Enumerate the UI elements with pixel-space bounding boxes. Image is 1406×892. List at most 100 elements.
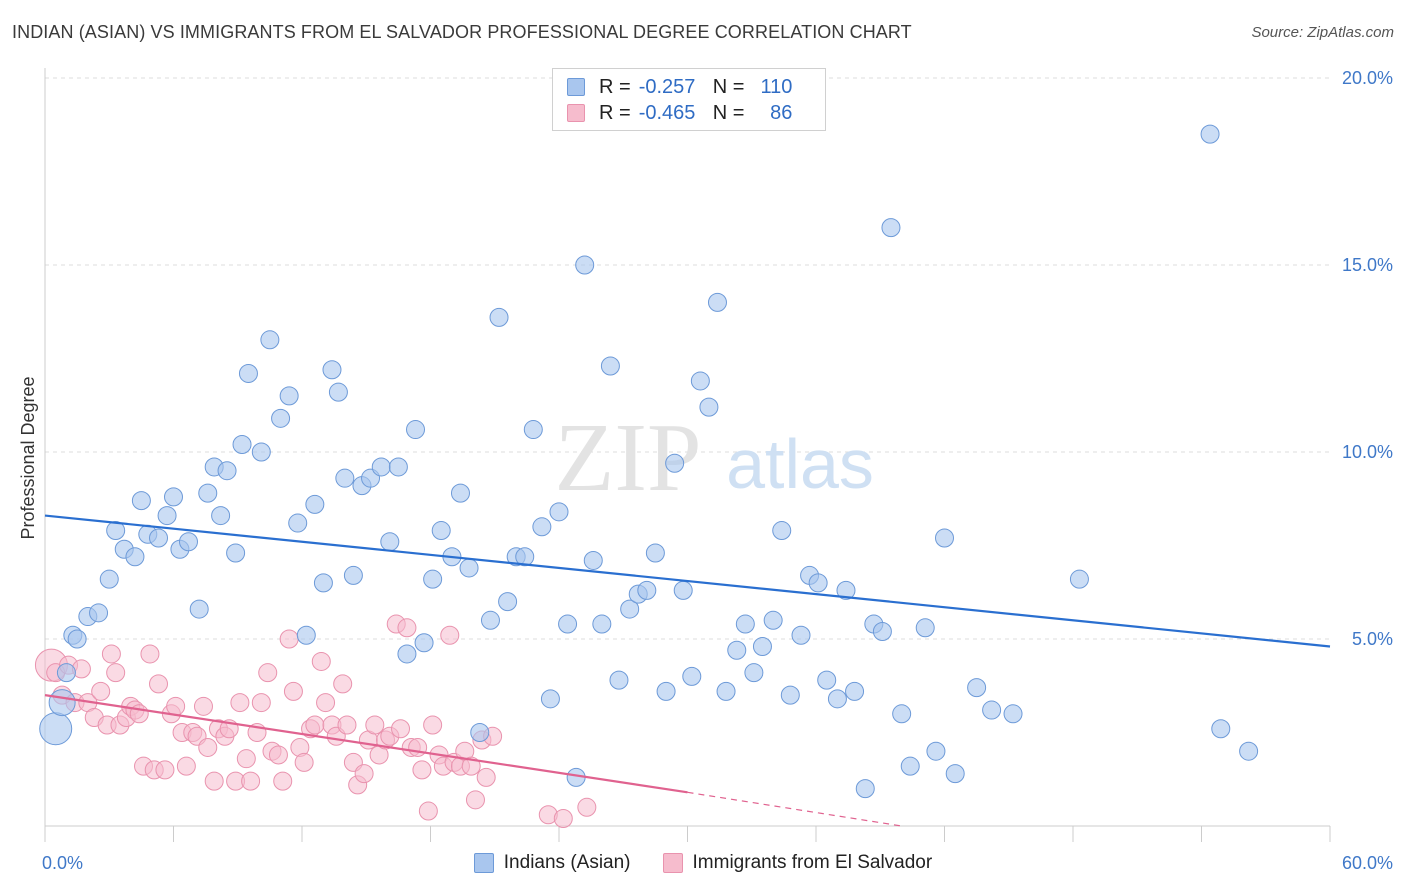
indians-point: [48, 689, 76, 717]
indians-point: [682, 666, 702, 686]
el-salvador-point: [465, 790, 485, 810]
indians-point: [592, 614, 612, 634]
indians-point: [1069, 569, 1089, 589]
indians-point: [56, 663, 76, 683]
indians-point: [431, 521, 451, 541]
indians-point: [791, 625, 811, 645]
el-salvador-point: [397, 618, 417, 638]
indians-point: [637, 580, 657, 600]
indians-point: [67, 629, 87, 649]
indians-point: [772, 521, 792, 541]
indians-point: [945, 764, 965, 784]
indians-point: [744, 663, 764, 683]
indians-point: [656, 681, 676, 701]
legend-r-label: R =: [599, 101, 631, 124]
indians-point: [498, 592, 518, 612]
indians-point: [238, 363, 258, 383]
el-salvador-point: [241, 771, 261, 791]
el-salvador-point: [423, 715, 443, 735]
indians-point: [620, 599, 640, 619]
el-salvador-point: [553, 809, 573, 829]
legend-r-label: R =: [599, 75, 631, 98]
indians-point: [414, 633, 434, 653]
indians-point: [881, 218, 901, 238]
legend-r-value: -0.257: [638, 75, 696, 98]
indians-point: [131, 491, 151, 511]
legend-swatch-blue: [567, 78, 585, 96]
indians-point: [260, 330, 280, 350]
y-tick-label: 15.0%: [1342, 255, 1393, 275]
el-salvador-point: [283, 681, 303, 701]
axes: [44, 68, 1331, 842]
el-salvador-point: [279, 629, 299, 649]
legend-swatch-blue: [473, 853, 494, 873]
indians-point: [699, 397, 719, 417]
indians-point: [251, 442, 271, 462]
indians-point: [690, 371, 710, 391]
legend-n-value: 110: [760, 75, 793, 98]
y-tick-label: 20.0%: [1342, 68, 1393, 88]
legend-row-indians: R = -0.257 N = 110: [567, 74, 792, 100]
series-el-salvador-points: [34, 614, 597, 829]
indians-point: [845, 681, 865, 701]
indians-point: [808, 573, 828, 593]
indians-point: [226, 543, 246, 563]
indians-point: [39, 712, 73, 746]
indians-point: [106, 521, 126, 541]
indians-point: [600, 356, 620, 376]
indians-point: [279, 386, 299, 406]
indians-point: [892, 704, 912, 724]
el-salvador-point: [251, 693, 271, 713]
el-salvador-point: [391, 719, 411, 739]
el-salvador-point: [193, 696, 213, 716]
indians-point: [89, 603, 109, 623]
indians-point: [827, 689, 847, 709]
indians-point: [388, 457, 408, 477]
el-salvador-point: [149, 674, 169, 694]
el-salvador-point: [155, 760, 175, 780]
indians-point: [406, 420, 426, 440]
legend-swatch-pink: [662, 853, 683, 873]
el-salvador-point: [461, 756, 481, 776]
indians-point: [926, 741, 946, 761]
indians-point: [450, 483, 470, 503]
el-salvador-point: [305, 715, 325, 735]
indians-point: [1239, 741, 1259, 761]
el-salvador-point: [440, 625, 460, 645]
el-salvador-point: [258, 663, 278, 683]
source-credit: Source: ZipAtlas.com: [1251, 24, 1394, 41]
legend-n-label: N =: [712, 101, 745, 124]
series-legend: Indians (Asian) Immigrants from El Salva…: [0, 852, 1406, 874]
indians-point: [157, 506, 177, 526]
el-salvador-point: [476, 767, 496, 787]
el-salvador-point: [316, 693, 336, 713]
el-salvador-point: [176, 756, 196, 776]
indians-point: [305, 494, 325, 514]
indians-point: [271, 408, 291, 428]
indians-point: [480, 610, 500, 630]
el-salvador-point: [408, 737, 428, 757]
y-tick-label: 5.0%: [1352, 629, 1393, 649]
legend-label-el-salvador: Immigrants from El Salvador: [692, 852, 933, 873]
legend-row-el-salvador: R = -0.465 N = 86: [567, 100, 792, 126]
indians-point: [982, 700, 1002, 720]
indians-point: [217, 461, 237, 481]
indians-point: [665, 453, 685, 473]
el-salvador-point: [365, 715, 385, 735]
indians-point: [735, 614, 755, 634]
indians-point: [558, 614, 578, 634]
indians-point: [836, 580, 856, 600]
indians-point: [178, 532, 198, 552]
indians-point: [1200, 124, 1220, 144]
el-salvador-point: [101, 644, 121, 664]
tick-labels: 5.0% 10.0% 15.0% 20.0% 0.0% 60.0%: [42, 68, 1393, 873]
legend-label-indians: Indians (Asian): [503, 852, 631, 873]
indians-point: [296, 625, 316, 645]
watermark-atlas: atlas: [726, 425, 874, 503]
el-salvador-point: [337, 715, 357, 735]
legend-item-el-salvador: Immigrants from El Salvador: [662, 852, 933, 874]
watermark: ZIP atlas: [555, 404, 874, 512]
indians-point: [780, 685, 800, 705]
legend-r-value: -0.465: [638, 101, 696, 124]
el-salvador-point: [311, 651, 331, 671]
